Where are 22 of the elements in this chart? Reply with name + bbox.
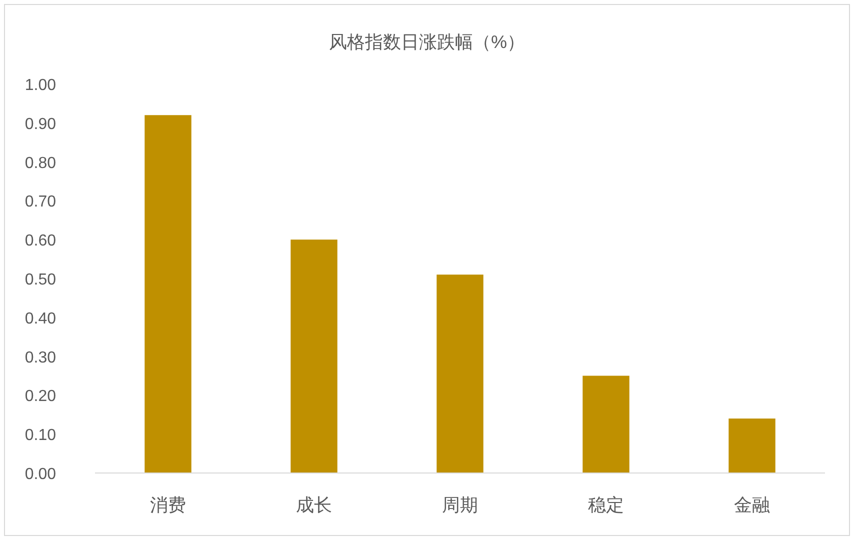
chart-title: 风格指数日涨跌幅（%） [328,32,526,52]
y-tick-label: 0.70 [24,194,56,211]
y-tick-label: 0.00 [24,466,56,483]
y-tick-label: 0.40 [24,310,56,328]
y-tick-label: 0.30 [24,349,56,366]
x-tick-label: 稳定 [588,495,624,515]
x-tick-label: 周期 [442,495,478,515]
bar [144,115,192,473]
y-tick-label: 0.90 [24,116,56,133]
bar [728,418,776,473]
y-tick-label: 0.20 [24,388,56,406]
bar [582,376,630,473]
bar [290,240,338,473]
y-tick-label: 0.60 [24,232,56,250]
y-tick-label: 1.00 [24,77,56,94]
y-tick-label: 0.80 [24,154,56,172]
x-tick-label: 成长 [296,495,332,515]
y-tick-label: 0.50 [24,272,56,288]
x-tick-label: 消费 [150,495,186,515]
y-tick-label: 0.10 [24,427,56,444]
bar [436,274,484,473]
x-tick-label: 金融 [734,495,770,515]
